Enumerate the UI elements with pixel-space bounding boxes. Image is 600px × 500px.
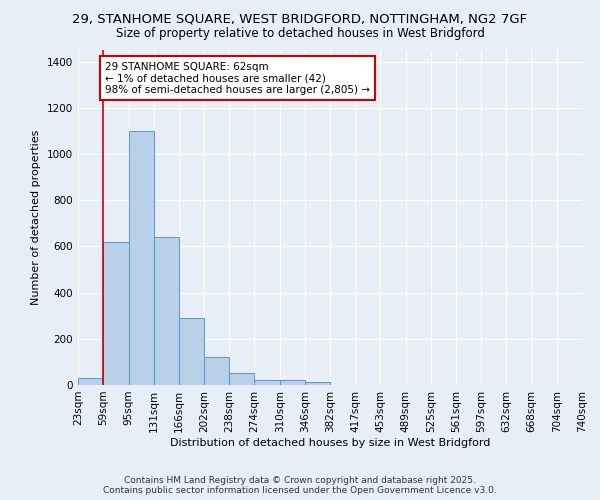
X-axis label: Distribution of detached houses by size in West Bridgford: Distribution of detached houses by size … <box>170 438 490 448</box>
Bar <box>128 131 154 385</box>
Y-axis label: Number of detached properties: Number of detached properties <box>31 130 41 305</box>
Bar <box>280 380 305 385</box>
Bar <box>229 374 254 385</box>
Bar <box>254 380 280 385</box>
Text: Contains HM Land Registry data © Crown copyright and database right 2025.
Contai: Contains HM Land Registry data © Crown c… <box>103 476 497 495</box>
Bar <box>179 318 204 385</box>
Bar <box>204 358 229 385</box>
Bar <box>305 382 331 385</box>
Text: 29, STANHOME SQUARE, WEST BRIDGFORD, NOTTINGHAM, NG2 7GF: 29, STANHOME SQUARE, WEST BRIDGFORD, NOT… <box>73 12 527 26</box>
Text: 29 STANHOME SQUARE: 62sqm
← 1% of detached houses are smaller (42)
98% of semi-d: 29 STANHOME SQUARE: 62sqm ← 1% of detach… <box>105 62 370 95</box>
Bar <box>154 237 179 385</box>
Bar <box>103 242 128 385</box>
Text: Size of property relative to detached houses in West Bridgford: Size of property relative to detached ho… <box>116 28 484 40</box>
Bar <box>78 378 103 385</box>
